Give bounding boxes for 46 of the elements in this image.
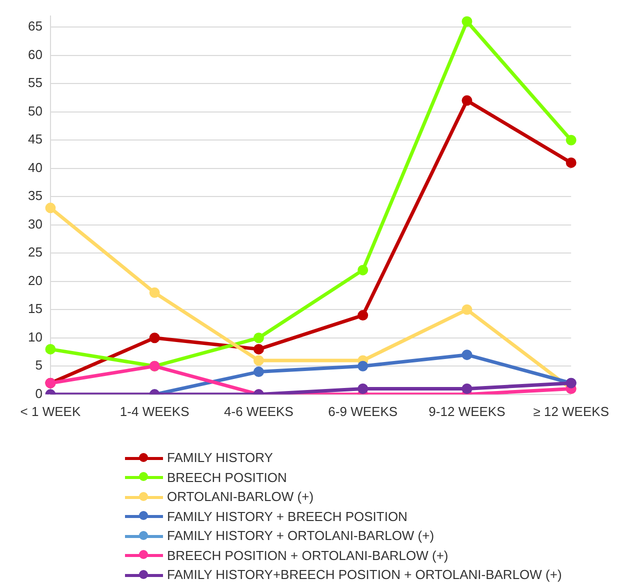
x-tick-label: 1-4 WEEKS <box>120 404 190 419</box>
y-tick-label: 10 <box>28 329 42 344</box>
y-tick-label: 20 <box>28 272 42 288</box>
y-tick-label: 35 <box>28 188 42 204</box>
point <box>358 310 368 321</box>
point <box>462 350 472 360</box>
y-tick-label: 45 <box>28 132 42 147</box>
y-tick-label: 25 <box>28 244 42 260</box>
y-tick-label: 55 <box>28 75 42 90</box>
x-tick-label: 9-12 WEEKS <box>428 404 506 419</box>
y-tick-label: 65 <box>28 18 42 34</box>
point <box>462 384 472 394</box>
point <box>253 344 264 354</box>
y-tick-label: 40 <box>28 160 42 175</box>
point <box>45 202 56 214</box>
x-tick-label: ≥ 12 WEEKS <box>533 404 610 419</box>
legend-label: FAMILY HISTORY + BREECH POSITION <box>167 508 408 524</box>
y-tick-label: 5 <box>35 358 42 373</box>
point <box>358 384 368 394</box>
y-tick-label: 15 <box>28 301 42 316</box>
point <box>462 16 472 27</box>
y-tick-label: 50 <box>28 103 42 118</box>
point <box>253 366 264 378</box>
point <box>45 344 56 354</box>
y-tick-label: 0 <box>35 386 42 401</box>
point <box>462 95 472 106</box>
legend-label: FAMILY HISTORY+BREECH POSITION + ORTOLANI-BARLOW (+) <box>167 567 562 582</box>
point <box>358 360 368 372</box>
x-tick-label: 6-9 WEEKS <box>328 404 398 419</box>
point <box>253 355 264 366</box>
point <box>149 287 160 298</box>
y-tick-label: 30 <box>28 216 42 232</box>
point <box>566 134 576 146</box>
point <box>462 304 472 315</box>
x-tick-label: 4-6 WEEKS <box>224 404 294 419</box>
x-tick-label: < 1 WEEK <box>20 404 81 419</box>
legend-label: FAMILY HISTORY <box>167 450 273 466</box>
point <box>566 157 576 168</box>
legend-label: BREECH POSITION + ORTOLANI-BARLOW (+) <box>167 548 448 563</box>
legend-label: ORTOLANI-BARLOW (+) <box>167 489 314 504</box>
point <box>253 332 264 344</box>
point <box>149 332 160 344</box>
point <box>358 264 368 276</box>
legend-label: FAMILY HISTORY + ORTOLANI-BARLOW (+) <box>167 528 434 544</box>
y-tick-label: 60 <box>28 46 42 62</box>
legend-label: BREECH POSITION <box>167 470 287 485</box>
